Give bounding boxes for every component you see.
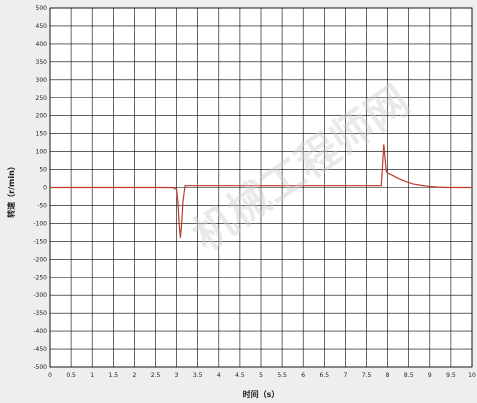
y-tick-label: 400: [36, 41, 48, 48]
y-tick-label: -400: [33, 328, 47, 335]
grid-lines: [49, 7, 473, 368]
y-axis-title: 转速（r/min）: [6, 162, 16, 218]
x-tick-labels: 0 0.5 1 1.5 2 2.5 3 3.5 4 4.5 5 5.5 6 6.5 7 7.5 8 8.5 9 9.5…: [48, 372, 476, 379]
x-tick-label: 9.5: [446, 372, 456, 379]
x-tick-label: 5.5: [277, 372, 287, 379]
x-tick-label: 2.5: [151, 372, 161, 379]
y-tick-label: -250: [33, 274, 47, 281]
y-tick-label: 50: [39, 167, 47, 174]
x-tick-label: 7.5: [362, 372, 372, 379]
x-axis-title: 时间（s）: [243, 389, 280, 399]
x-tick-label: 7: [343, 372, 347, 379]
y-tick-label: -150: [33, 238, 47, 245]
x-tick-label: 2: [132, 372, 136, 379]
y-tick-label: 100: [36, 149, 48, 156]
x-tick-label: 8: [386, 372, 390, 379]
x-tick-label: 5: [259, 372, 263, 379]
x-tick-label: 4: [217, 372, 221, 379]
y-tick-label: -350: [33, 310, 47, 317]
x-tick-label: 9: [428, 372, 432, 379]
series-line-speed: [50, 144, 472, 238]
x-tick-label: 3.5: [193, 372, 203, 379]
y-tick-label: 150: [36, 131, 48, 138]
y-tick-label: 300: [36, 77, 48, 84]
y-tick-label: 250: [36, 95, 48, 102]
y-tick-label: -450: [33, 346, 47, 353]
y-tick-label: -50: [37, 202, 47, 209]
x-tick-label: 0.5: [66, 372, 76, 379]
x-tick-label: 1.5: [109, 372, 119, 379]
y-tick-label: 0: [43, 185, 47, 192]
y-tick-label: 200: [36, 113, 48, 120]
y-tick-label: -300: [33, 292, 47, 299]
x-tick-label: 1: [90, 372, 94, 379]
y-tick-label: 500: [36, 5, 48, 12]
x-tick-label: 4.5: [235, 372, 245, 379]
y-tick-label: -200: [33, 256, 47, 263]
y-tick-label: 450: [36, 23, 48, 30]
x-tick-label: 6: [301, 372, 305, 379]
x-tick-label: 10: [468, 372, 476, 379]
y-tick-labels: 500450400350300250200150100500-50-100-15…: [33, 5, 47, 371]
x-tick-label: 3: [175, 372, 179, 379]
x-tick-label: 0: [48, 372, 52, 379]
y-tick-label: -100: [33, 220, 47, 227]
x-tick-label: 6.5: [320, 372, 330, 379]
x-tick-label: 8.5: [404, 372, 414, 379]
y-tick-label: -500: [33, 364, 47, 371]
y-tick-label: 350: [36, 59, 48, 66]
